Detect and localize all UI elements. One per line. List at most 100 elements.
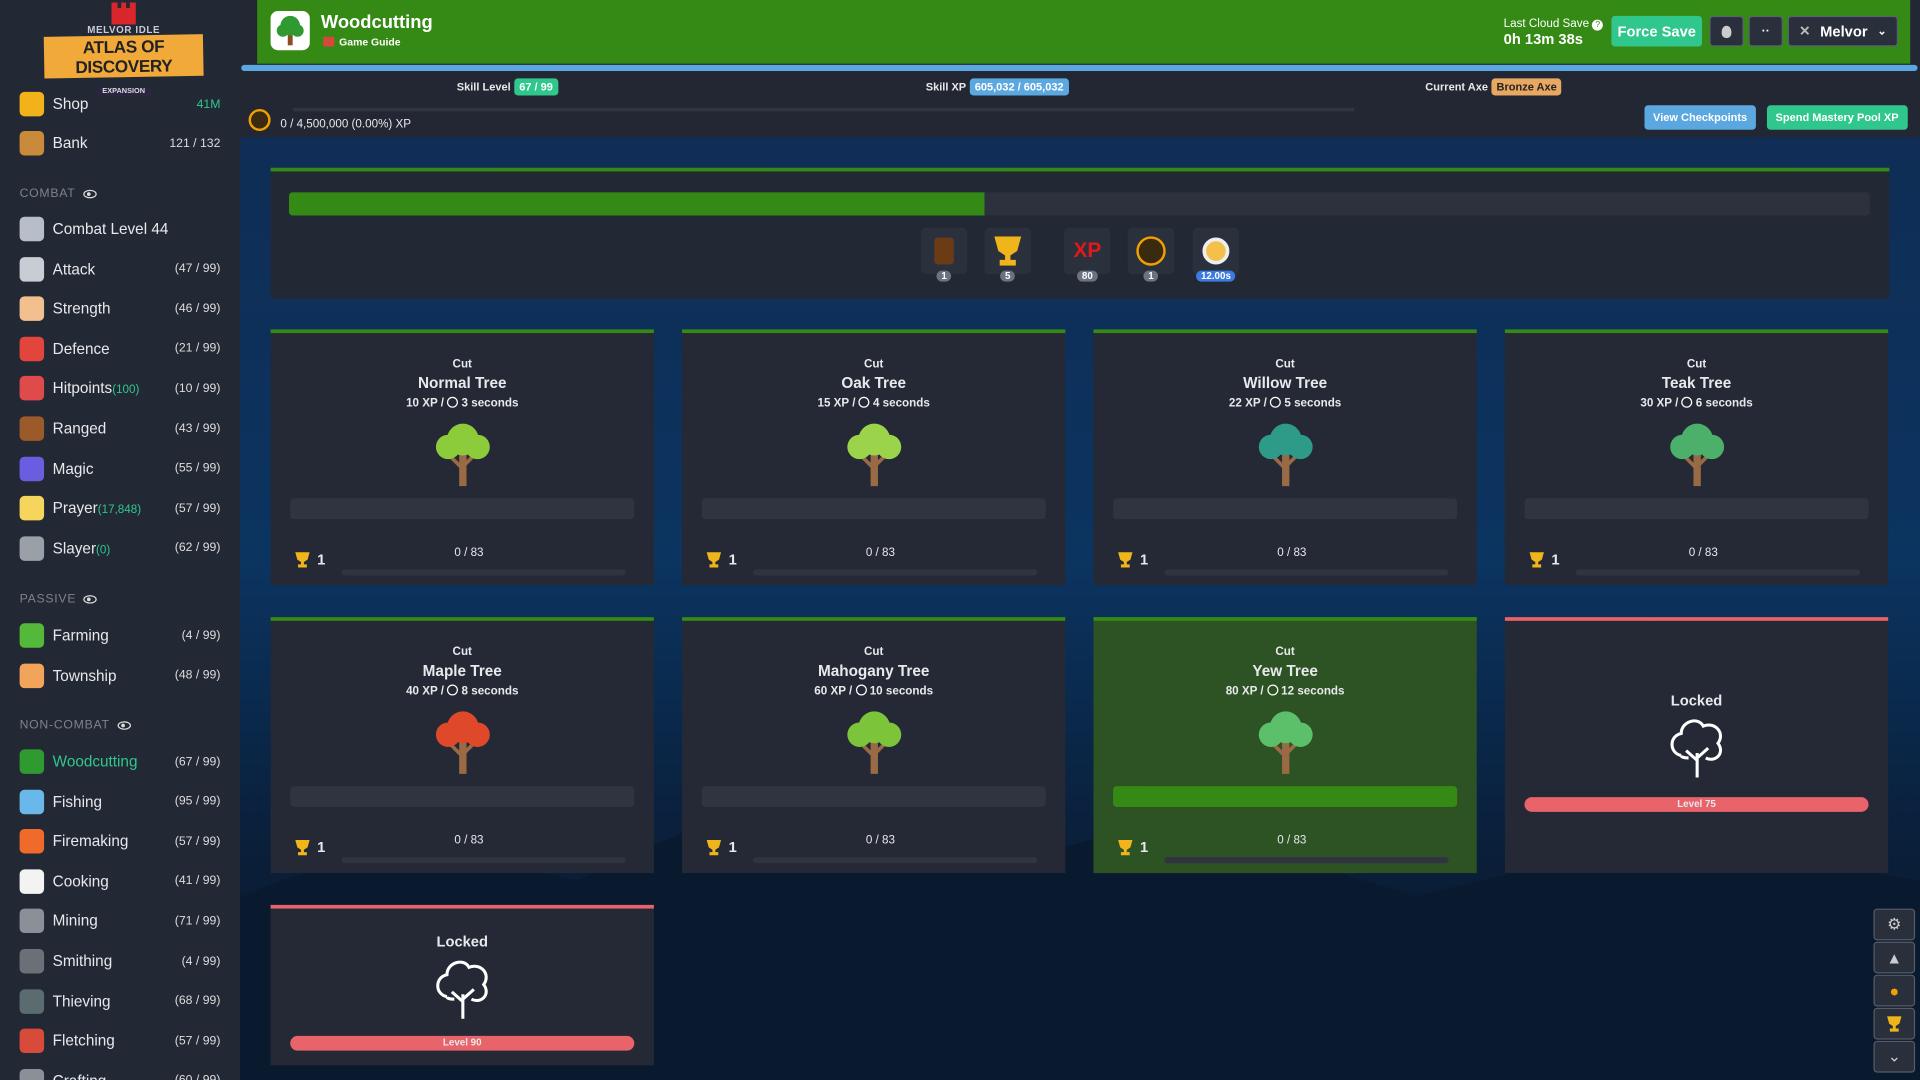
sidebar-item-label: Smithing — [52, 952, 113, 970]
sidebar-item-fishing[interactable]: Fishing (95 / 99) — [19, 783, 220, 820]
tree-card-normal-tree[interactable]: Cut Normal Tree 10 XP / 3 seconds 1 0 / … — [270, 329, 654, 586]
help-icon[interactable]: ? — [1592, 19, 1604, 31]
mastery-stat-xp[interactable]: XP 80 — [1064, 227, 1111, 282]
heart-icon — [19, 376, 45, 401]
sidebar-item-thieving[interactable]: Thieving (68 / 99) — [19, 983, 220, 1020]
tree-action-verb: Cut — [452, 357, 472, 372]
clock-icon — [855, 684, 867, 696]
cut-progress-bar — [1113, 498, 1458, 520]
sidebar-item-prayer[interactable]: Prayer(17,848) (57 / 99) — [19, 490, 221, 527]
sidebar-item-firemaking[interactable]: Firemaking (57 / 99) — [19, 823, 220, 860]
tree-icon — [426, 708, 499, 775]
tree-card-mahogany-tree[interactable]: Cut Mahogany Tree 60 XP / 10 seconds 1 0… — [682, 617, 1066, 874]
sidebar-item-combat-level-[interactable]: Combat Level 44 — [19, 211, 221, 248]
tree-card-willow-tree[interactable]: Cut Willow Tree 22 XP / 5 seconds 1 0 / … — [1093, 329, 1477, 586]
mastery-stat-log[interactable]: 1 — [920, 227, 968, 282]
pickaxe-icon — [19, 909, 45, 934]
view-checkpoints-button[interactable]: View Checkpoints — [1644, 105, 1756, 130]
sidebar-item-slayer[interactable]: Slayer(0) (62 / 99) — [19, 530, 221, 567]
sidebar-item-attack[interactable]: Attack (47 / 99) — [19, 251, 220, 288]
sidebar-item-bank[interactable]: Bank 121 / 132 — [19, 125, 220, 162]
settings-button[interactable]: ⚙ — [1873, 908, 1916, 941]
tree-icon — [837, 708, 910, 775]
atlas-of-discovery-logo[interactable]: MELVOR IDLE ATLAS OF DISCOVERY EXPANSION — [43, 2, 204, 97]
sidebar-item-level: (57 / 99) — [174, 1034, 221, 1048]
sidebar-item-level: (62 / 99) — [174, 541, 221, 556]
scroll-down-button[interactable]: ⌄ — [1873, 1040, 1916, 1073]
sidebar-item-defence[interactable]: Defence (21 / 99) — [19, 330, 220, 367]
spend-mastery-pool-button[interactable]: Spend Mastery Pool XP — [1766, 105, 1908, 130]
sidebar-item-woodcutting[interactable]: Woodcutting (67 / 99) — [19, 743, 220, 780]
trophy-icon — [994, 236, 1022, 266]
sprout-icon — [19, 623, 45, 648]
sidebar-item-label: Attack — [52, 260, 96, 278]
skill-level-badge: 67 / 99 — [514, 78, 558, 96]
wolf-button[interactable]: ▲ — [1873, 941, 1916, 974]
mastery-pool-xp: 0 / 4,500,000 (0.00%) XP — [280, 117, 412, 132]
sidebar-item-fletching[interactable]: Fletching (57 / 99) — [19, 1023, 221, 1060]
cut-progress-bar — [290, 786, 635, 807]
locked-tree-icon — [271, 958, 654, 1028]
sidebar-item-cooking[interactable]: Cooking (41 / 99) — [19, 863, 220, 900]
medal-button[interactable]: ● — [1873, 974, 1916, 1007]
sidebar-item-level: (57 / 99) — [174, 501, 221, 516]
sidebar-item-level: (48 / 99) — [174, 668, 221, 683]
tree-card-oak-tree[interactable]: Cut Oak Tree 15 XP / 4 seconds 1 0 / 83 — [682, 329, 1066, 586]
tree-card-yew-tree[interactable]: Cut Yew Tree 80 XP / 12 seconds 1 0 / 83 — [1093, 617, 1477, 874]
sidebar-item-extra: (0) — [96, 543, 111, 557]
tree-card-teak-tree[interactable]: Cut Teak Tree 30 XP / 6 seconds 1 0 / 83 — [1504, 329, 1889, 586]
bow-icon — [19, 416, 45, 441]
mastery-progress-bar — [753, 857, 1038, 864]
sidebar-item-township[interactable]: Township (48 / 99) — [19, 657, 221, 694]
sidebar-item-hitpoints[interactable]: Hitpoints(100) (10 / 99) — [19, 370, 220, 407]
action-progress-bar — [288, 192, 1870, 216]
eye-icon[interactable] — [82, 189, 97, 199]
skill-xp-stat: Skill XP 605,032 / 605,032 — [926, 78, 1069, 96]
sidebar-item-extra: (17,848) — [97, 503, 142, 517]
mastery-stat-mastery[interactable]: 1 — [1127, 227, 1175, 282]
mastery-stat-stopwatch[interactable]: 12.00s — [1192, 227, 1240, 282]
coin-icon — [19, 91, 45, 117]
mastery-stat-trophy[interactable]: 5 — [984, 227, 1032, 282]
tree-xp-time: 80 XP / 12 seconds — [1225, 684, 1345, 698]
force-save-button[interactable]: Force Save — [1611, 15, 1703, 47]
mastery-progress-bar — [1575, 569, 1861, 576]
sidebar-item-extra: (100) — [112, 383, 140, 398]
sidebar-item-magic[interactable]: Magic (55 / 99) — [19, 450, 221, 487]
sidebar-item-farming[interactable]: Farming (4 / 99) — [19, 617, 220, 654]
character-select-button[interactable]: ✕ Melvor ⌄ — [1787, 15, 1898, 47]
sidebar-item-strength[interactable]: Strength (46 / 99) — [19, 290, 220, 327]
sidebar-item-mining[interactable]: Mining (71 / 99) — [19, 903, 220, 940]
eye-icon[interactable] — [83, 595, 98, 604]
current-axe-label: Current Axe — [1425, 80, 1488, 94]
helmet-icon: ·· — [1761, 24, 1770, 38]
crossed-swords-icon: ✕ — [1799, 24, 1811, 40]
game-guide-link[interactable]: Game Guide — [323, 36, 401, 48]
xp-label: XP — [1073, 238, 1102, 263]
sidebar-item-ranged[interactable]: Ranged (43 / 99) — [19, 410, 221, 447]
sidebar-item-level: (43 / 99) — [174, 421, 221, 436]
tree-card-locked: Locked Level 90 — [270, 904, 654, 1066]
sidebar-item-label: Prayer(17,848) — [52, 499, 142, 517]
tree-icon — [1248, 420, 1321, 487]
sidebar-item-level: (55 / 99) — [174, 461, 221, 476]
sidebar-item-value: 41M — [196, 97, 221, 111]
tree-card-maple-tree[interactable]: Cut Maple Tree 40 XP / 8 seconds 1 0 / 8… — [270, 617, 654, 874]
sidebar-item-smithing[interactable]: Smithing (4 / 99) — [19, 943, 220, 980]
tree-action-verb: Cut — [863, 645, 884, 659]
sidebar-item-shop[interactable]: Shop 41M — [19, 86, 221, 123]
mastery-stat-value: 1 — [1143, 270, 1159, 282]
mastery-level: 1 — [706, 839, 737, 856]
equipment-button[interactable]: ·· — [1748, 15, 1783, 47]
potion-button[interactable] — [1709, 15, 1744, 47]
trophy-button[interactable] — [1873, 1007, 1916, 1040]
eye-icon[interactable] — [117, 721, 131, 730]
sidebar-item-crafting[interactable]: Crafting (60 / 99) — [19, 1063, 220, 1080]
mastery-level: 1 — [295, 839, 325, 856]
clock-icon — [858, 396, 870, 408]
chevron-down-icon: ⌄ — [1887, 1046, 1901, 1066]
sidebar-item-label: Cooking — [52, 872, 109, 890]
trophy-icon — [295, 839, 310, 856]
logo-top-text: MELVOR IDLE — [87, 24, 161, 36]
mastery-progress-text: 0 / 83 — [865, 546, 895, 560]
